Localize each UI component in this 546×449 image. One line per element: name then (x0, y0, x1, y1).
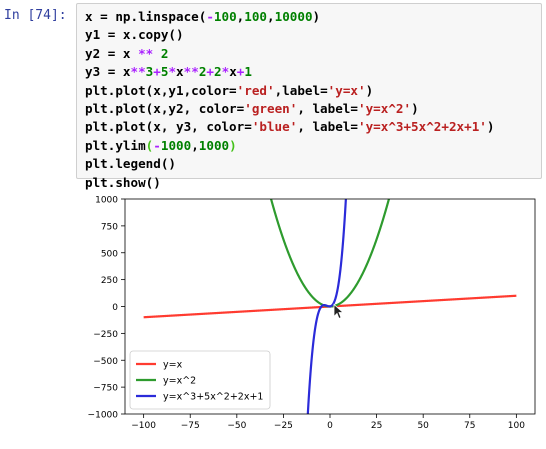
code-line: plt.ylim(-1000,1000) (85, 137, 494, 155)
code-line: y2 = x ** 2 (85, 45, 494, 63)
cell-prompt: In [74]: (4, 8, 67, 23)
code-token: + (236, 64, 245, 80)
legend: y=x y=x^2 y=x^3+5x^2+2x+1 (129, 350, 271, 410)
code-token: , (191, 137, 199, 153)
code-token: 'blue' (251, 119, 298, 135)
x-tick-label: −100 (131, 421, 156, 431)
code-token: x (176, 64, 184, 80)
plot-output: 1000 750 500 250 0 −250 −500 −750 −1000 −100 −75 −5… (80, 182, 546, 445)
code-token: y2 = x (85, 45, 139, 61)
code-token: ,label= (274, 82, 328, 98)
y-tick-label: 0 (112, 303, 118, 313)
series-line-1 (269, 199, 391, 308)
code-token: plt.show() (85, 174, 161, 190)
x-tick-label: −50 (227, 421, 246, 431)
x-tick-label: −25 (274, 421, 293, 431)
mouse-cursor-icon (333, 303, 345, 320)
x-tick-label: 25 (371, 421, 382, 431)
code-token: , label= (297, 119, 358, 135)
y-tick-label: −750 (93, 384, 118, 394)
code-token: plt.plot(x, y3, color= (85, 119, 252, 135)
code-token: + (153, 64, 161, 80)
code-token: * (221, 64, 230, 80)
code-token: ) (411, 101, 419, 117)
y-tick-label: −250 (93, 330, 118, 340)
code-token: 3 (145, 64, 154, 80)
code-token: 1000 (160, 137, 192, 153)
code-token: 'y=x^3+5x^2+2x+1' (357, 119, 487, 135)
code-token: * (168, 64, 177, 80)
code-token: plt.legend() (85, 156, 176, 172)
code-token: plt.plot(x,y1,color= (85, 82, 237, 98)
code-line: y1 = x.copy() (85, 26, 494, 44)
code-token: y1 = x.copy() (85, 27, 184, 43)
code-token: , (236, 9, 245, 24)
code-token: 100 (213, 9, 237, 24)
code-line: plt.plot(x,y2, color='green', label='y=x… (85, 100, 494, 118)
code-token: 2 (214, 64, 222, 80)
code-token: ** (130, 64, 146, 80)
code-token: x = np.linspace( (85, 9, 207, 24)
code-token: y3 = x (85, 64, 131, 80)
code-token: ) (312, 9, 321, 24)
code-token: plt.plot(x,y2, color= (85, 101, 245, 117)
code-editor[interactable]: x = np.linspace(-100,100,10000) y1 = x.co… (85, 8, 494, 192)
code-token: ** (138, 45, 154, 61)
y-tick-label: −1000 (88, 411, 119, 421)
code-token: , (267, 9, 275, 24)
y-tick-label: −500 (93, 357, 118, 367)
code-token: 100 (244, 9, 268, 24)
code-line: plt.legend() (85, 155, 494, 173)
code-cell[interactable]: x = np.linspace(-100,100,10000) y1 = x.co… (76, 3, 542, 190)
series-line-2 (306, 199, 347, 414)
code-token: 10000 (274, 9, 313, 24)
y-tick-label: 750 (101, 222, 118, 232)
code-token: - (206, 9, 214, 24)
y-tick-label: 500 (101, 249, 118, 259)
code-token: ) (365, 82, 374, 98)
code-token: plt.ylim (85, 137, 146, 153)
x-tick-label: 50 (417, 421, 429, 431)
y-tick-label: 250 (101, 276, 118, 286)
legend-label: y=x^2 (163, 376, 196, 387)
x-tick-label: 100 (508, 421, 525, 431)
x-tick-label: −75 (181, 421, 200, 431)
code-token: , label= (297, 101, 358, 117)
code-token: ( (145, 137, 154, 153)
x-tick-label: 75 (464, 421, 475, 431)
code-token: ** (183, 64, 199, 80)
code-token: 5 (160, 64, 169, 80)
code-token: 1 (244, 64, 252, 80)
code-token: + (206, 64, 214, 80)
code-token: ) (486, 119, 495, 135)
y-tick-label: 1000 (95, 196, 118, 206)
plot-series-group (143, 199, 517, 414)
code-token: 'red' (236, 82, 275, 98)
code-token: 'green' (244, 101, 298, 117)
code-token: 'y=x^2' (357, 101, 412, 117)
legend-label: y=x (163, 360, 183, 371)
code-token: 2 (198, 64, 207, 80)
code-token: 1000 (198, 137, 230, 153)
x-tick-label: 0 (327, 421, 333, 431)
code-token (153, 46, 161, 61)
code-token: 2 (160, 45, 169, 61)
code-line: plt.plot(x, y3, color='blue', label='y=x… (85, 118, 494, 136)
code-line: x = np.linspace(-100,100,10000) (85, 8, 494, 26)
code-token: ) (229, 137, 237, 153)
code-token: 'y=x' (327, 82, 366, 98)
code-line: plt.show() (85, 174, 494, 192)
legend-label: y=x^3+5x^2+2x+1 (163, 392, 263, 403)
code-token: x (229, 64, 237, 80)
legend-box (129, 350, 271, 410)
code-line: plt.plot(x,y1,color='red',label='y=x') (85, 82, 494, 100)
code-line: y3 = x**3+5*x**2+2*x+1 (85, 63, 494, 81)
code-token: - (153, 137, 161, 153)
